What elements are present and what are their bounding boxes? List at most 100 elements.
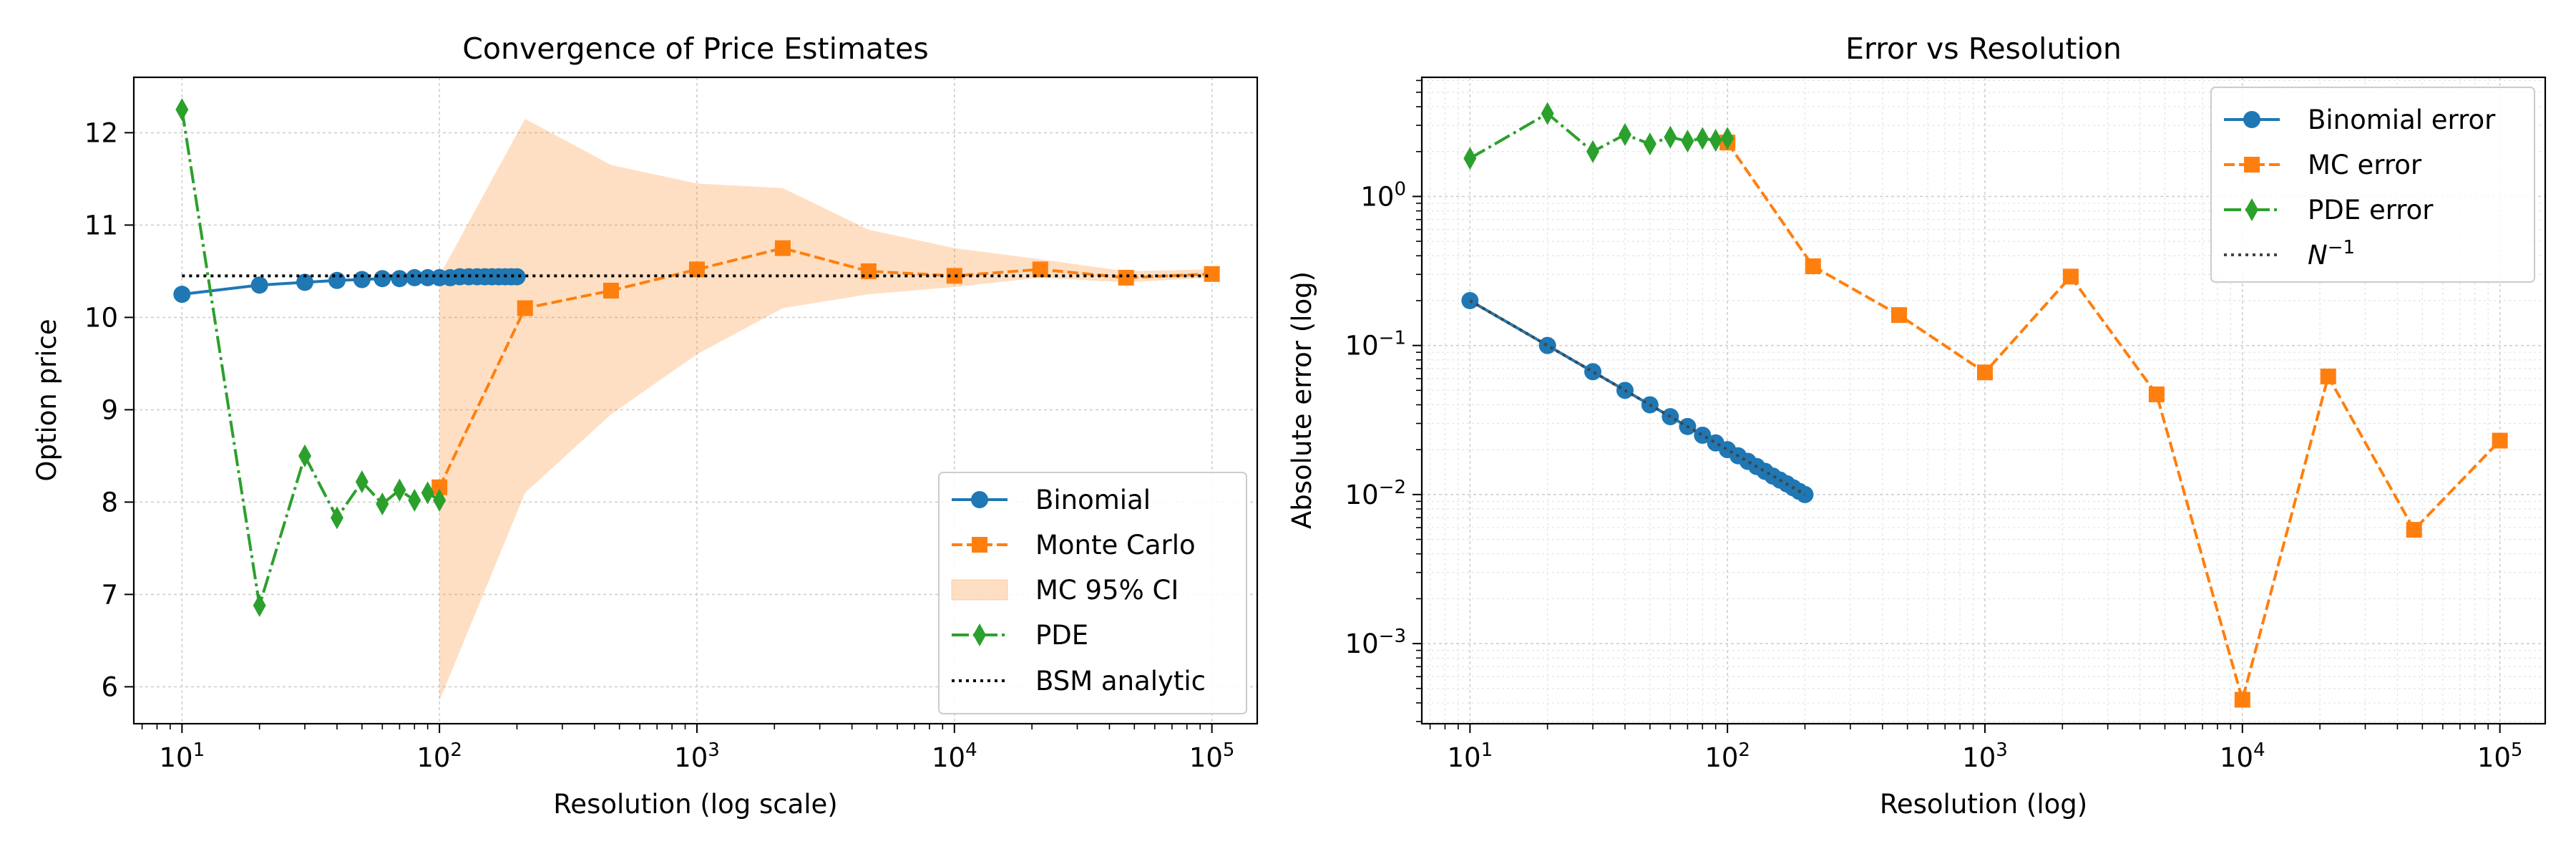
series-line (1469, 112, 1728, 160)
data-point-diamond (1681, 130, 1694, 153)
data-point-square (2148, 386, 2165, 402)
y-tick-label: 10 (84, 302, 118, 333)
legend-marker-square (2244, 157, 2260, 173)
data-point-square (1204, 266, 1220, 282)
x-tick-label: 103 (674, 739, 720, 773)
chart-price-convergence: Convergence of Price Estimates 101 102 103… (31, 31, 1259, 820)
data-point-square (2406, 522, 2422, 538)
legend-label: PDE (1035, 620, 1088, 651)
data-point-diamond (1696, 127, 1709, 150)
data-point-circle (374, 270, 391, 288)
y-tick-label: 6 (101, 671, 118, 702)
data-point-circle (406, 268, 424, 286)
y-axis-label: Absolute error (log) (1287, 271, 1317, 529)
legend-entry-pde-error: PDE error (2224, 195, 2434, 225)
legend-marker-diamond (973, 623, 986, 646)
x-tick-label: 103 (1962, 739, 2008, 773)
y-tick-label: 10−3 (1345, 626, 1406, 659)
chart-error-vs-resolution: Error vs Resolution 101 102 103 104 10510−31… (1287, 31, 2547, 820)
series-line (180, 109, 441, 607)
data-point-square (1976, 364, 1993, 381)
series-line (438, 246, 1212, 488)
axes-frame (132, 76, 1259, 725)
legend-entry-monte-carlo: Monte Carlo (952, 530, 1196, 560)
data-point-square (1032, 261, 1048, 278)
legend: Binomial error MC error PDE error N−1 (2210, 87, 2535, 283)
data-point-circle (391, 270, 409, 288)
confidence-band (439, 119, 1212, 701)
axes: 101 102 103 104 105 10−3 10−2 10−1 100 (1345, 79, 2522, 773)
legend-entry-n-inverse: N−1 (2224, 237, 2355, 271)
legend-entry-mc-ci: MC 95% CI (951, 575, 1179, 606)
data-point-circle (1538, 336, 1556, 354)
legend-label: Binomial error (2308, 105, 2496, 135)
data-point-diamond (433, 488, 447, 512)
data-point-square (774, 240, 791, 256)
data-point-circle (173, 286, 191, 304)
data-point-diamond (1618, 123, 1631, 147)
series-line (1469, 299, 1806, 496)
chart-title: Error vs Resolution (1845, 31, 2122, 66)
legend-entry-bsm-analytic: BSM analytic (952, 666, 1206, 697)
data-point-diamond (1721, 127, 1735, 150)
x-tick-label: 102 (1704, 739, 1750, 773)
legend-label: N−1 (2308, 237, 2355, 271)
chart-title: Convergence of Price Estimates (462, 31, 928, 66)
y-tick-label: 8 (101, 487, 118, 518)
data-point-diamond (175, 98, 189, 122)
data-point-diamond (421, 481, 434, 505)
y-tick-label: 9 (101, 394, 118, 425)
x-axis-label: Resolution (log scale) (553, 789, 837, 820)
data-point-diamond (1586, 140, 1600, 163)
y-tick-label: 10−1 (1345, 328, 1406, 361)
plot-area (173, 98, 1220, 701)
x-tick-label: 104 (932, 739, 977, 773)
data-point-diamond (1541, 102, 1554, 125)
data-point-square (431, 479, 448, 495)
data-point-diamond (355, 470, 369, 494)
y-tick-label: 10−2 (1345, 477, 1406, 510)
legend-frame (2210, 87, 2535, 283)
data-point-square (688, 261, 705, 278)
y-tick-label: 12 (84, 117, 118, 148)
legend-entry-pde: PDE (952, 620, 1088, 651)
data-point-diamond (408, 488, 421, 512)
data-point-circle (419, 268, 436, 286)
legend-label: Monte Carlo (1035, 530, 1196, 560)
data-point-square (1118, 269, 1134, 286)
x-tick-label: 104 (2220, 739, 2265, 773)
legend-patch (951, 579, 1008, 601)
legend-entry-binomial-error: Binomial error (2224, 105, 2496, 135)
legend-entry-binomial: Binomial (952, 485, 1151, 515)
data-point-square (860, 263, 877, 279)
data-point-square (602, 282, 619, 299)
data-point-diamond (393, 478, 406, 502)
legend-label: BSM analytic (1035, 666, 1206, 697)
data-point-square (1805, 258, 1821, 274)
data-point-circle (328, 271, 346, 289)
data-point-square (2234, 691, 2250, 708)
data-point-diamond (253, 593, 266, 617)
data-point-square (946, 268, 962, 284)
y-tick-label: 7 (101, 579, 118, 610)
y-tick-label: 100 (1360, 178, 1406, 212)
data-point-circle (353, 271, 371, 288)
data-point-diamond (330, 506, 343, 530)
legend-marker-diamond (2245, 198, 2258, 221)
y-axis-label: Option price (31, 319, 62, 481)
y-tick-label: 11 (84, 210, 118, 241)
data-point-diamond (1709, 129, 1722, 152)
data-point-circle (508, 268, 526, 286)
legend-label: MC 95% CI (1035, 575, 1179, 606)
data-point-circle (250, 276, 268, 294)
data-point-square (517, 300, 533, 316)
data-point-circle (1694, 426, 1712, 444)
axes-frame (1420, 76, 2547, 725)
data-point-diamond (298, 444, 312, 467)
data-point-circle (1584, 363, 1602, 381)
data-point-square (2492, 432, 2508, 449)
series-line (1726, 141, 2502, 702)
x-tick-label: 105 (1189, 739, 1235, 773)
legend-label: PDE error (2308, 195, 2434, 225)
